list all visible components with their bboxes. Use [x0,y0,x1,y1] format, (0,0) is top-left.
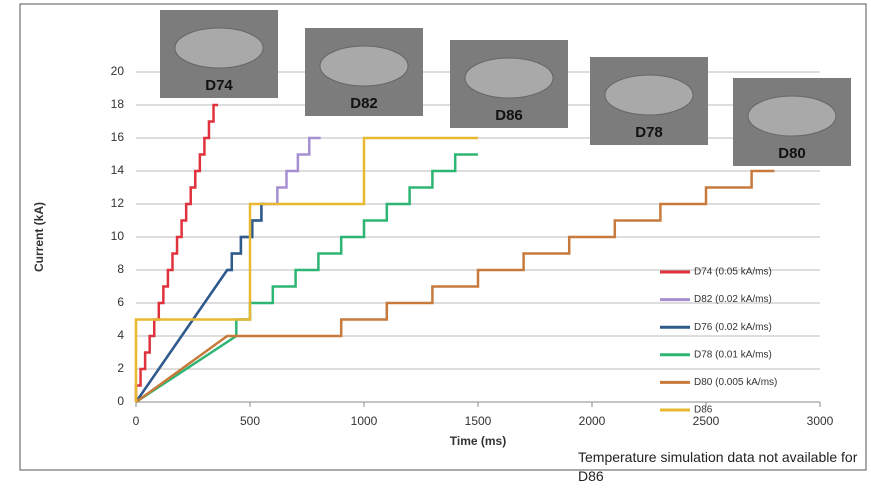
y-tick-label: 12 [111,196,125,210]
photo-label: D74 [205,77,233,94]
x-tick-label: 2500 [693,414,720,428]
x-tick-label: 1000 [351,414,378,428]
legend-label: D76 (0.02 kA/ms) [694,322,772,333]
y-tick-label: 0 [117,394,124,408]
x-tick-label: 0 [133,414,140,428]
y-tick-label: 14 [111,163,125,177]
sample-disc [748,96,836,136]
y-tick-label: 8 [117,262,124,276]
x-tick-label: 1500 [465,414,492,428]
footnote: Temperature simulation data not availabl… [578,448,868,486]
page: 0 2 4 6 8 10 12 14 16 18 20 0 500 1000 1500 2000 2500 300… [0,0,871,489]
x-tick-label: 2000 [579,414,606,428]
y-tick-label: 10 [111,229,125,243]
x-tick-label: 3000 [807,414,834,428]
chart: 0 2 4 6 8 10 12 14 16 18 20 0 500 1000 1500 2000 2500 300… [0,0,871,489]
y-tick-label: 4 [117,328,124,342]
legend-label: D74 (0.05 kA/ms) [694,267,772,278]
x-tick-label: 500 [240,414,260,428]
legend-label: D86 [694,405,713,416]
y-tick-label: 6 [117,295,124,309]
y-axis-label: Current (kA) [32,202,46,272]
photo-label: D80 [778,145,806,162]
x-axis-label: Time (ms) [450,434,506,448]
photo-label: D78 [635,124,663,141]
sample-disc [320,46,408,86]
sample-disc [175,28,263,68]
y-tick-label: 18 [111,97,125,111]
sample-disc [465,58,553,98]
photo-label: D82 [350,95,378,112]
sample-disc [605,75,693,115]
y-tick-label: 2 [117,361,124,375]
y-tick-label: 20 [111,64,125,78]
legend-label: D82 (0.02 kA/ms) [694,294,772,305]
legend-label: D80 (0.005 kA/ms) [694,377,777,388]
legend-label: D78 (0.01 kA/ms) [694,349,772,360]
photo-label: D86 [495,107,523,124]
y-tick-label: 16 [111,130,125,144]
